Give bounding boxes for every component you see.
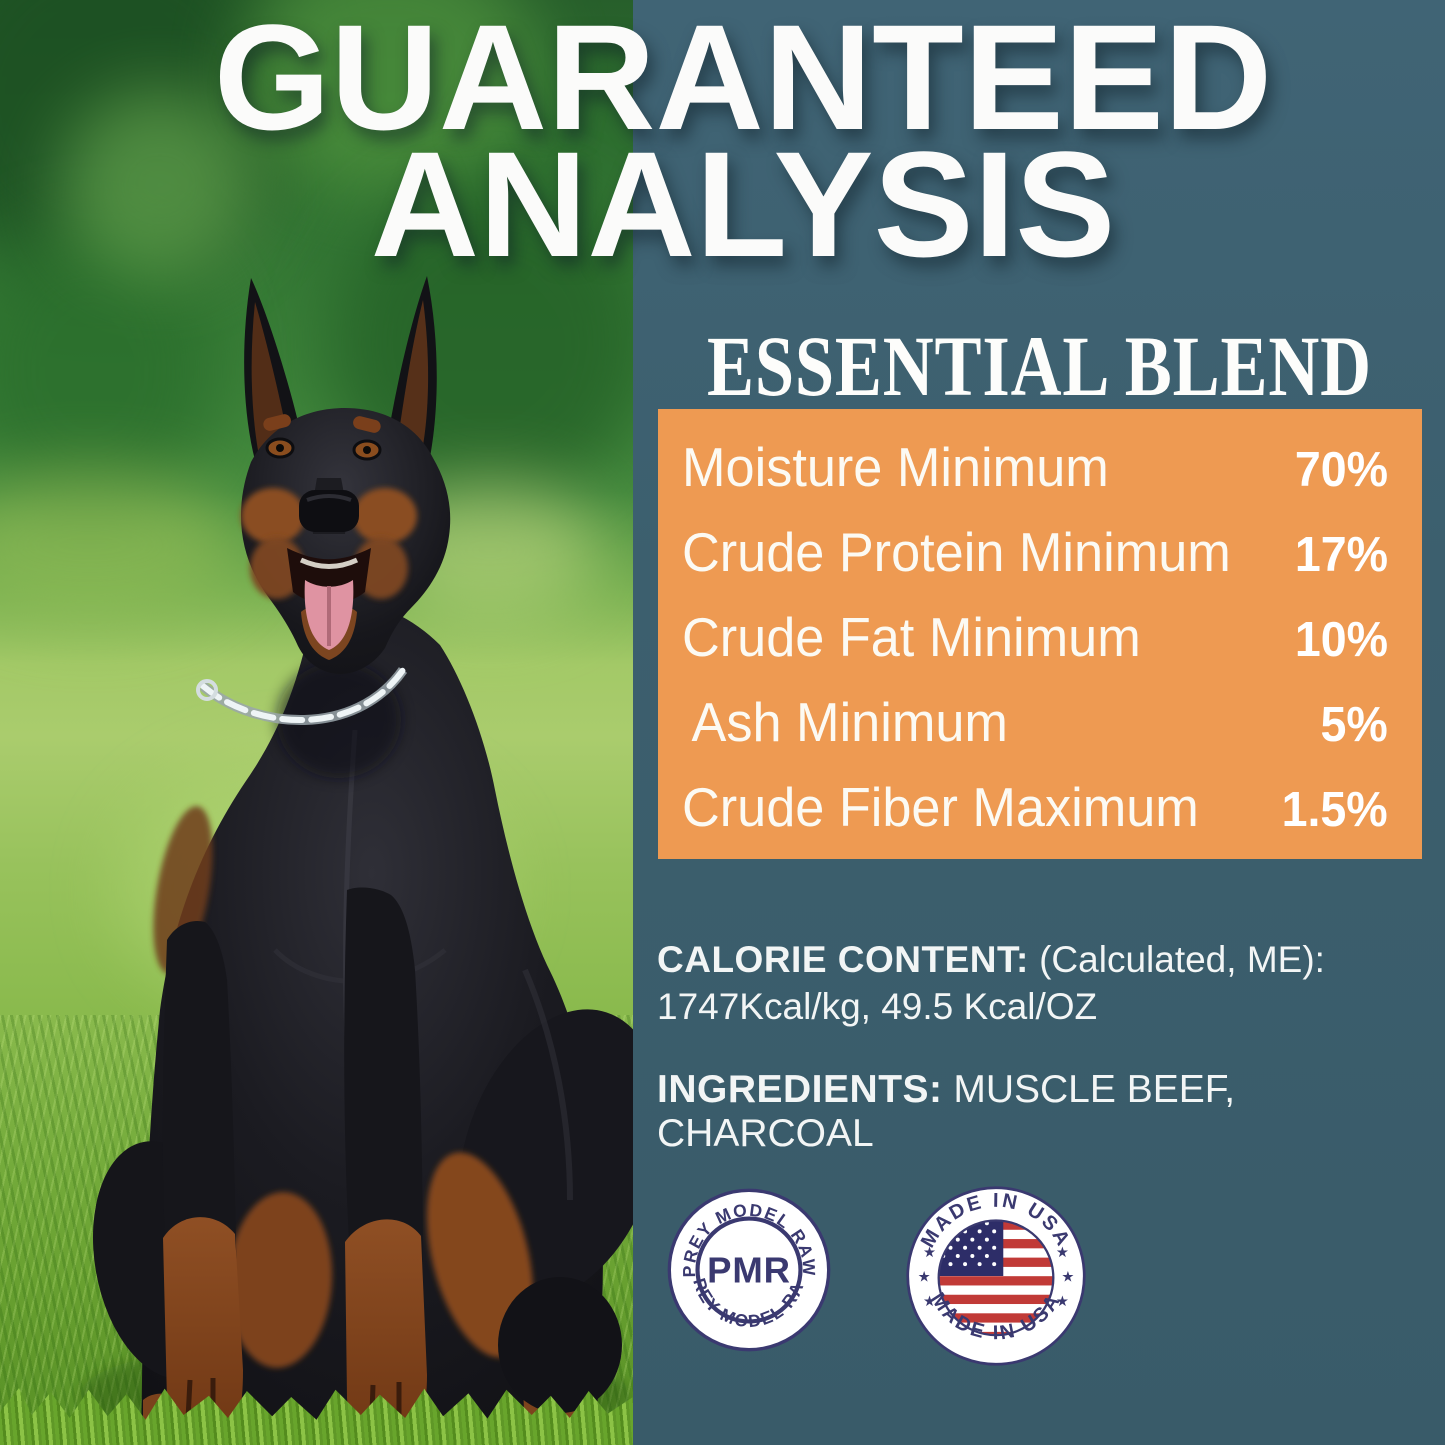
calorie-line-1: CALORIE CONTENT: (Calculated, ME): xyxy=(657,936,1427,983)
row-label: Ash Minimum xyxy=(691,691,1008,753)
title-line-2: ANALYSIS xyxy=(370,120,1116,288)
row-label: Moisture Minimum xyxy=(682,436,1109,498)
row-value: 17% xyxy=(1294,528,1388,582)
table-row: Crude Protein Minimum 17% xyxy=(682,520,1388,584)
calorie-label: CALORIE CONTENT: xyxy=(657,939,1029,980)
table-row: Ash Minimum 5% xyxy=(682,690,1389,754)
ingredients-value: MUSCLE BEEF, CHARCOAL xyxy=(657,1068,1236,1155)
svg-text:★: ★ xyxy=(1061,1268,1074,1285)
row-label: Crude Fiber Maximum xyxy=(682,776,1199,838)
foliage-blob xyxy=(60,90,260,280)
svg-text:★: ★ xyxy=(918,1268,931,1285)
pmr-center-text: PMR xyxy=(707,1249,791,1290)
row-value: 5% xyxy=(1320,698,1388,752)
calorie-content: CALORIE CONTENT: (Calculated, ME): 1747K… xyxy=(657,936,1427,1030)
made-in-usa-badge: MADE IN USA MADE IN USA ★★★ ★★★ xyxy=(906,1186,1086,1366)
prey-model-raw-badge: PREY MODEL RAW PREY MODEL RAW PMR xyxy=(666,1187,831,1352)
blend-heading: ESSENTIAL BLEND xyxy=(633,318,1445,414)
foliage-blob xyxy=(240,0,540,200)
ingredients: INGREDIENTS: MUSCLE BEEF, CHARCOAL xyxy=(657,1068,1427,1156)
table-row: Crude Fiber Maximum 1.5% xyxy=(682,775,1388,839)
svg-text:★: ★ xyxy=(1056,1293,1069,1310)
title-line-1: GUARANTEED xyxy=(213,0,1273,161)
doberman-dog-illustration xyxy=(80,276,633,1445)
dog-photo xyxy=(0,0,633,1445)
row-value: 1.5% xyxy=(1281,783,1388,837)
row-value: 70% xyxy=(1294,443,1388,497)
row-value: 10% xyxy=(1294,613,1388,667)
calorie-values: 1747Kcal/kg, 49.5 Kcal/OZ xyxy=(657,986,1098,1027)
svg-text:★: ★ xyxy=(923,1293,936,1310)
blend-heading-text: ESSENTIAL BLEND xyxy=(706,318,1372,414)
ring-star-icons: ★ ★ ★ ★ ★ ★ xyxy=(918,1244,1075,1310)
ingredients-label: INGREDIENTS: xyxy=(657,1068,943,1111)
guaranteed-analysis-table: Moisture Minimum 70% Crude Protein Minim… xyxy=(658,409,1422,859)
row-label: Crude Protein Minimum xyxy=(682,521,1231,583)
row-label: Crude Fat Minimum xyxy=(682,606,1141,668)
table-row: Crude Fat Minimum 10% xyxy=(682,605,1388,669)
svg-text:★: ★ xyxy=(923,1244,936,1261)
svg-text:★: ★ xyxy=(1056,1244,1069,1261)
table-row: Moisture Minimum 70% xyxy=(682,435,1388,499)
usa-flag xyxy=(938,1220,1054,1336)
page-title: GUARANTEED ANALYSIS xyxy=(41,0,1445,288)
meadow-highlight-blob xyxy=(0,470,240,620)
calorie-note: (Calculated, ME): xyxy=(1028,939,1325,980)
pmr-inner-circle xyxy=(695,1216,803,1324)
